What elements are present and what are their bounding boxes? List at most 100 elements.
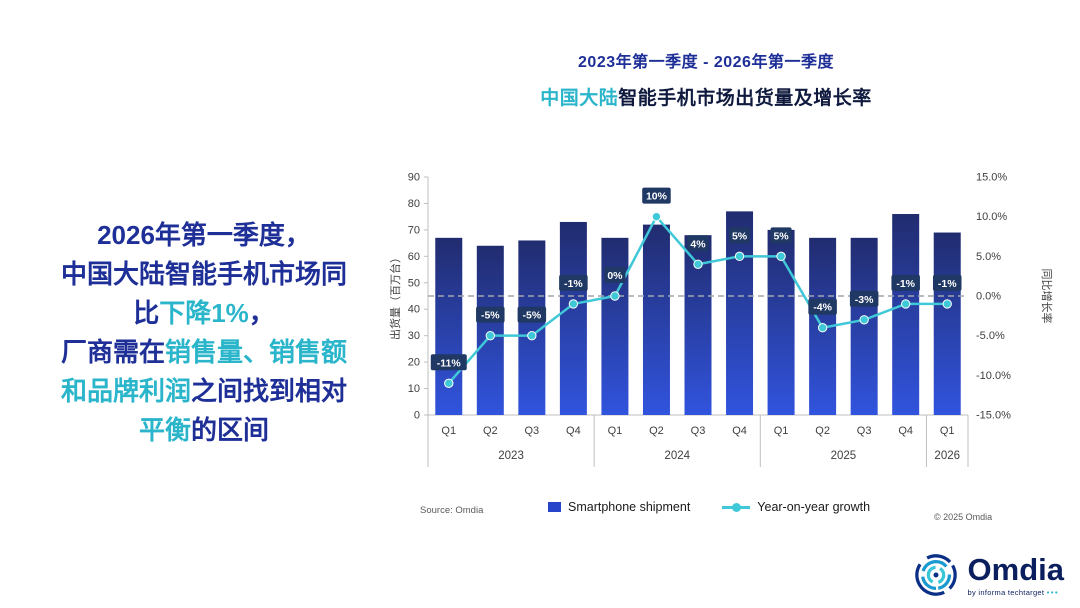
left-axis-tick-label: 0 [414,410,420,422]
x-axis-label: Q1 [608,425,623,437]
point-label: -3% [855,294,874,306]
x-axis-label: Q3 [691,425,706,437]
left-axis-title: 出货量（百万台） [388,252,402,340]
point-label-box [430,354,467,371]
omdia-logo-text: Omdia [967,551,1064,587]
growth-point [942,299,952,309]
point-label: -4% [813,302,832,314]
point-label: 5% [773,230,789,242]
x-axis-label: Q2 [815,425,830,437]
shipment-bar [850,237,878,415]
message-line: 中国大陆智能手机市场同 [60,259,347,289]
point-label-box [849,290,879,307]
message-line: 2026年第一季度， [97,220,311,250]
message-line: 和品牌利润之间找到相对 [60,376,348,406]
x-axis-label: Q3 [525,425,540,437]
point-label-box [687,235,709,252]
x-axis-label: Q4 [898,425,913,437]
right-axis-tick-label: 0.0% [976,291,1001,303]
legend-swatch-bar [548,502,561,512]
x-axis-label: Q2 [483,425,498,437]
message-line: 平衡的区间 [138,415,270,445]
growth-point [734,251,745,262]
growth-point [817,323,828,333]
key-message: 2026年第一季度， 中国大陆智能手机市场同 比下降1%， 厂商需在销售量、销售额 和品… [16,216,392,450]
legend-item: Smartphone shipment [548,500,690,514]
point-label-box [559,274,588,291]
point-label: -1% [896,278,915,290]
point-label-box [642,187,671,204]
growth-point [485,330,496,341]
chart-title: 2023年第一季度 - 2026年第一季度 中国大陆智能手机市场出货量及增长率 [388,48,1024,110]
left-axis-tick-label: 80 [408,198,420,210]
point-label-box [604,267,626,283]
right-axis-tick-label: -5.0% [976,330,1005,342]
x-axis-label: Q1 [441,425,456,437]
point-label: -5% [481,310,500,322]
omdia-logo-dots: ••• [1046,587,1060,597]
point-label: 10% [646,191,668,203]
left-axis-tick-label: 40 [408,304,420,316]
right-axis-tick-label: 5.0% [976,251,1001,263]
shipment-bar [559,221,587,415]
point-label-box [891,274,920,291]
left-axis-tick-label: 30 [408,330,420,342]
growth-point [444,378,454,388]
legend-item: Year-on-year growth [722,500,870,514]
x-axis-label: Q2 [649,425,664,437]
point-label: 4% [690,238,706,250]
growth-point [900,299,911,309]
left-axis-tick-label: 10 [408,383,420,395]
right-axis-tick-label: -10.0% [976,370,1011,382]
chart-title-main: 中国大陆智能手机市场出货量及增长率 [388,83,1024,110]
point-label: -1% [564,278,583,290]
left-axis-tick-label: 90 [408,172,420,184]
point-label-box [517,306,547,323]
x-axis-label: Q4 [732,425,747,437]
omdia-logo-icon [914,554,957,596]
shipment-bar [476,245,504,415]
legend-label: Year-on-year growth [757,500,871,514]
point-label: -1% [938,278,957,290]
chart-title-highlight: 中国大陆 [540,88,619,109]
legend-swatch-line [722,502,751,512]
point-label: 0% [607,270,623,282]
point-label-box [808,298,837,315]
growth-point [693,259,703,269]
point-label-box [729,227,751,244]
right-axis-tick-label: -15.0% [976,410,1011,422]
chart-legend: Smartphone shipment Year-on-year growth [548,500,870,514]
shipment-bar [726,211,754,415]
point-label-box [932,274,962,291]
growth-point [859,315,869,325]
growth-point [527,330,537,341]
left-axis-tick-label: 20 [408,357,420,369]
point-label-box [476,306,505,323]
left-axis-tick-label: 70 [408,224,420,236]
growth-point [776,251,786,262]
left-axis-tick-label: 60 [408,251,420,263]
point-label: -5% [523,310,542,322]
point-label: 5% [732,230,748,242]
shipment-bar [435,237,463,415]
year-label: 2023 [498,450,524,462]
growth-point [568,299,579,309]
x-axis-label: Q4 [566,425,581,437]
point-label-box [770,227,792,244]
copyright-note: © 2025 Omdia [934,512,993,522]
x-axis-label: Q1 [940,425,955,437]
omdia-logo-subtext: by informa techtarget ••• [967,587,1060,597]
shipment-bar [933,232,961,415]
x-axis-label: Q1 [774,425,789,437]
right-axis-tick-label: 15.0% [976,172,1007,184]
shipment-bar [642,224,670,415]
year-label: 2026 [934,450,960,462]
omdia-logo: Omdia by informa techtarget ••• [913,552,1064,598]
chart-title-period: 2023年第一季度 - 2026年第一季度 [578,54,834,71]
shipment-bar [601,237,629,415]
legend-label: Smartphone shipment [568,500,691,514]
growth-point [610,291,620,301]
right-axis-tick-label: 10.0% [976,211,1007,223]
